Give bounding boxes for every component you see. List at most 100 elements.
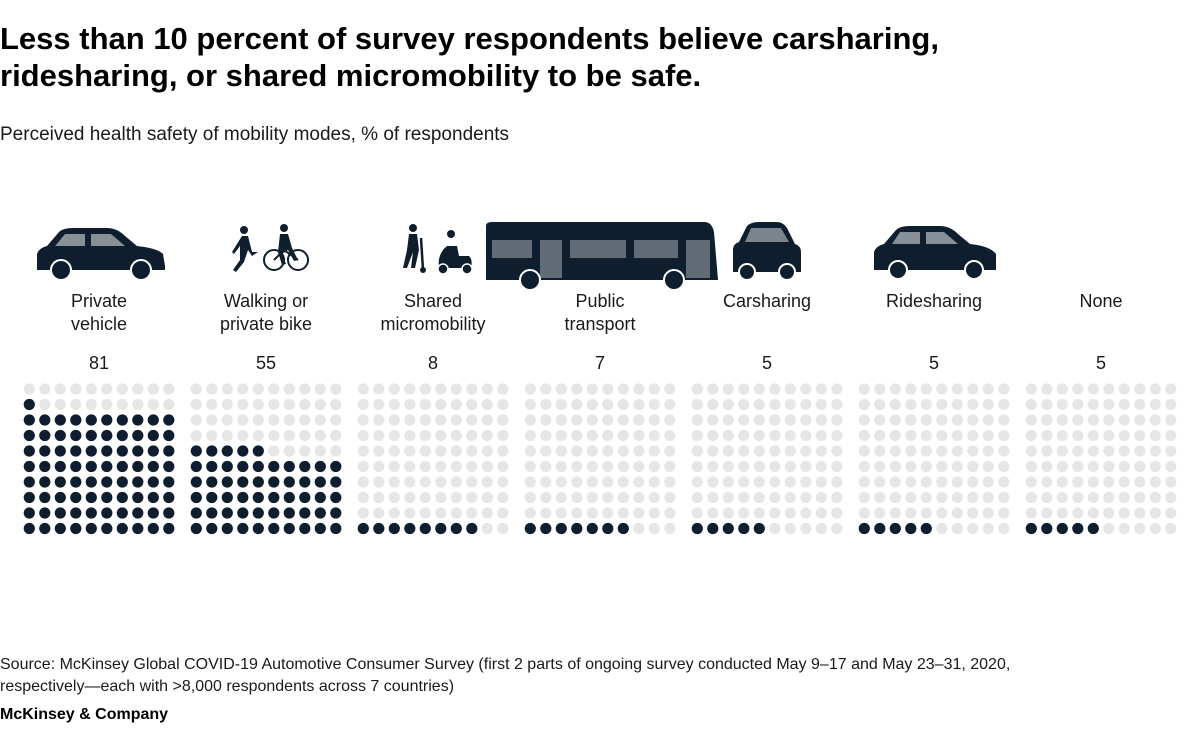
waffle-dot-empty — [1025, 460, 1037, 473]
waffle-dot-empty — [905, 445, 917, 457]
waffle-dot-empty — [951, 460, 963, 473]
waffle-dot-empty — [466, 491, 478, 504]
waffle-dot-empty — [633, 414, 645, 426]
waffle-dot-empty — [1025, 491, 1037, 504]
waffle-dot-filled — [221, 460, 233, 473]
waffle-dot-filled — [132, 429, 144, 442]
waffle-dot-empty — [357, 507, 369, 519]
category-label: Ridesharing — [886, 291, 982, 311]
waffle-dot-empty — [633, 445, 645, 457]
waffle-dot-empty — [497, 445, 509, 457]
waffle-dot-filled — [858, 522, 870, 535]
brand-logo-text: McKinsey & Company — [0, 706, 169, 723]
waffle-dot-empty — [1072, 414, 1084, 426]
waffle-dot-filled — [237, 476, 249, 488]
waffle-dot-filled — [147, 429, 159, 442]
waffle-dot-empty — [283, 414, 295, 426]
waffle-dot-empty — [1072, 476, 1084, 488]
waffle-dot-filled — [602, 522, 614, 535]
waffle-dot-empty — [920, 507, 932, 519]
waffle-dot-empty — [450, 507, 462, 519]
waffle-dot-empty — [691, 460, 703, 473]
waffle-dot-filled — [116, 414, 128, 426]
waffle-dot-empty — [1118, 383, 1130, 395]
waffle-dot-empty — [435, 445, 447, 457]
waffle-dot-empty — [858, 460, 870, 473]
waffle-dot-empty — [1087, 383, 1099, 395]
waffle-dot-empty — [800, 476, 812, 488]
waffle-dot-empty — [481, 414, 493, 426]
waffle-dot-empty — [936, 476, 948, 488]
waffle-dot-empty — [1165, 445, 1177, 457]
waffle-dot-empty — [524, 383, 536, 395]
waffle-dot-empty — [116, 398, 128, 411]
waffle-dot-empty — [190, 429, 202, 442]
waffle-dot-filled — [23, 476, 35, 488]
waffle-dot-empty — [664, 491, 676, 504]
waffle-dot-empty — [707, 460, 719, 473]
waffle-dot-empty — [524, 507, 536, 519]
waffle-dot-empty — [1118, 429, 1130, 442]
waffle-dot-empty — [617, 383, 629, 395]
waffle-dot-empty — [664, 460, 676, 473]
waffle-dot-empty — [524, 398, 536, 411]
waffle-dot-filled — [283, 460, 295, 473]
walking-cyclist-icon — [232, 224, 309, 272]
waffle-dot-empty — [982, 445, 994, 457]
waffle-dot-empty — [967, 445, 979, 457]
waffle-dot-empty — [707, 445, 719, 457]
waffle-dot-filled — [70, 491, 82, 504]
waffle-dot-empty — [39, 398, 51, 411]
waffle-dot-empty — [602, 414, 614, 426]
waffle-dot-empty — [237, 429, 249, 442]
waffle-dot-empty — [1149, 445, 1161, 457]
waffle-dot-filled — [586, 522, 598, 535]
waffle-dot-empty — [738, 476, 750, 488]
waffle-dot-filled — [314, 491, 326, 504]
waffle-dot-empty — [388, 507, 400, 519]
waffle-dot-empty — [1087, 491, 1099, 504]
waffle-dot-empty — [722, 460, 734, 473]
waffle-dot-empty — [1041, 476, 1053, 488]
waffle-dot-empty — [435, 460, 447, 473]
waffle-dot-empty — [982, 414, 994, 426]
waffle-dot-empty — [330, 383, 342, 395]
waffle-dot-filled — [314, 460, 326, 473]
waffle-dot-empty — [998, 522, 1010, 535]
waffle-dot-empty — [1041, 383, 1053, 395]
waffle-dot-filled — [555, 522, 567, 535]
waffle-dot-empty — [936, 429, 948, 442]
waffle-dot-empty — [738, 491, 750, 504]
waffle-dot-empty — [769, 476, 781, 488]
waffle-dot-empty — [586, 383, 598, 395]
waffle-dot-empty — [617, 507, 629, 519]
waffle-dot-empty — [540, 476, 552, 488]
waffle-dot-empty — [388, 398, 400, 411]
waffle-dot-empty — [664, 429, 676, 442]
waffle-dot-empty — [784, 429, 796, 442]
waffle-dot-empty — [435, 507, 447, 519]
waffle-dot-empty — [524, 460, 536, 473]
waffle-dot-empty — [388, 414, 400, 426]
waffle-dot-filled — [314, 507, 326, 519]
waffle-dot-filled — [85, 522, 97, 535]
waffle-dot-empty — [1056, 383, 1068, 395]
category-column: Private vehicle 81 — [23, 228, 175, 535]
waffle-dot-empty — [450, 429, 462, 442]
waffle-dot-empty — [951, 522, 963, 535]
waffle-dot-empty — [753, 414, 765, 426]
waffle-dot-filled — [1056, 522, 1068, 535]
waffle-dot-empty — [481, 522, 493, 535]
waffle-dot-empty — [617, 445, 629, 457]
waffle-dot-filled — [268, 507, 280, 519]
waffle-dot-empty — [1103, 522, 1115, 535]
waffle-dot-filled — [23, 445, 35, 457]
waffle-dot-empty — [831, 445, 843, 457]
waffle-dot-empty — [163, 398, 175, 411]
waffle-dot-filled — [54, 460, 66, 473]
waffle-dot-empty — [633, 491, 645, 504]
waffle-dot-filled — [450, 522, 462, 535]
waffle-dot-empty — [540, 460, 552, 473]
waffle-dot-empty — [648, 429, 660, 442]
waffle-dot-filled — [147, 445, 159, 457]
